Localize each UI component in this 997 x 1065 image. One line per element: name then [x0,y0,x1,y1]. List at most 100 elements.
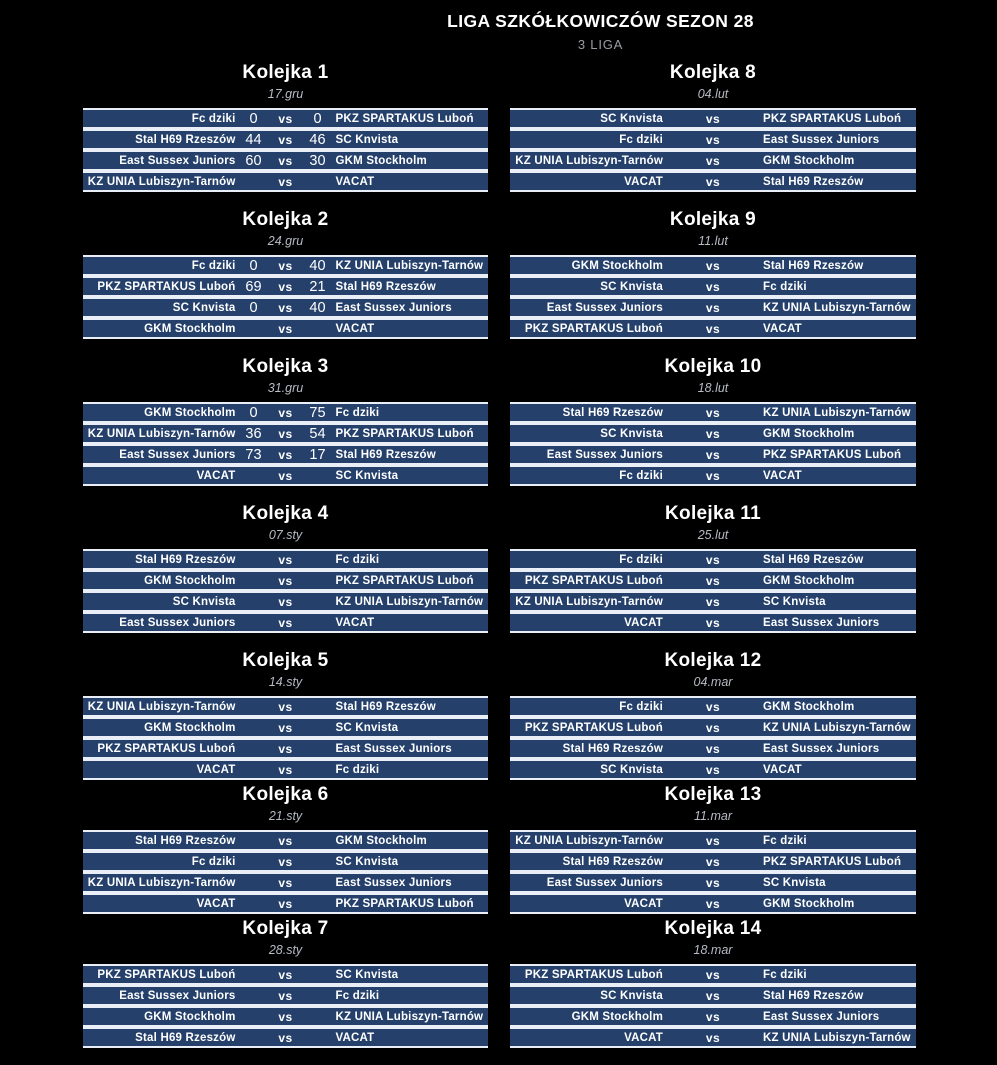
round-date: 28.sty [268,943,303,957]
away-team: GKM Stockholm [763,700,855,713]
vs-label: vs [705,896,721,911]
round-date: 18.lut [697,381,729,395]
vs-label: vs [705,1009,721,1024]
away-team: VACAT [763,763,802,776]
vs-label: vs [278,1030,293,1045]
match-row: GKM Stockholm vs VACAT [83,318,488,339]
vs-label: vs [705,153,721,168]
vs-label: vs [278,573,293,588]
home-team: GKM Stockholm [144,721,236,734]
match-row: Stal H69 Rzeszów vs KŻ UNIA Lubiszyn-Tar… [510,402,916,423]
match-row: Stal H69 Rzeszów vs PKŻ SPARTAKUS Luboń [510,851,916,872]
home-team: PKŻ SPARTAKUS Luboń [97,968,236,981]
away-team: Stal H69 Rzeszów [763,553,864,566]
round-date: 31.gru [267,381,304,395]
vs-label: vs [278,405,293,420]
rounds-column-left: Kolejka 1 17.gru Fc dziki 0 vs 0 PKŻ SPA… [83,62,488,1065]
away-team: Stal H69 Rzeszów [335,700,436,713]
home-team: East Sussex Juniors [546,876,663,889]
away-team: GKM Stockholm [335,154,427,167]
home-team: VACAT [196,897,236,910]
home-team: Stal H69 Rzeszów [562,406,663,419]
match-row: VACAT vs Fc dziki [83,759,488,780]
match-row: KŻ UNIA Lubiszyn-Tarnów vs Fc dziki [510,830,916,851]
home-team: KŻ UNIA Lubiszyn-Tarnów [87,700,236,713]
away-team: Fc dziki [335,406,380,419]
away-team: SC Knvista [763,595,826,608]
away-team: East Sussex Juniors [335,742,452,755]
match-table: Fc dziki vs GKM Stockholm PKŻ SPARTAKUS … [510,696,916,780]
vs-label: vs [278,258,293,273]
vs-label: vs [705,552,721,567]
match-table: GKM Stockholm vs Stal H69 Rzeszów SC Knv… [510,255,916,339]
round-title: Kolejka 3 [242,356,329,377]
match-row: Stal H69 Rzeszów 44 vs 46 SC Knvista [83,129,488,150]
home-score: 0 [249,299,258,316]
away-team: SC Knvista [335,133,399,146]
match-row: KŻ UNIA Lubiszyn-Tarnów 36 vs 54 PKŻ SPA… [83,423,488,444]
home-team: Fc dziki [191,855,236,868]
match-row: KŻ UNIA Lubiszyn-Tarnów vs East Sussex J… [83,872,488,893]
away-team: SC Knvista [335,855,399,868]
away-team: SC Knvista [335,469,399,482]
match-table: KŻ UNIA Lubiszyn-Tarnów vs Stal H69 Rzes… [83,696,488,780]
away-team: East Sussex Juniors [335,301,452,314]
home-team: VACAT [624,616,663,629]
home-team: SC Knvista [600,763,663,776]
vs-label: vs [278,594,293,609]
match-row: SC Knvista vs Fc dziki [510,276,916,297]
vs-label: vs [278,875,293,890]
match-row: East Sussex Juniors vs KŻ UNIA Lubiszyn-… [510,297,916,318]
match-row: Stal H69 Rzeszów vs GKM Stockholm [83,830,488,851]
match-table: Fc dziki 0 vs 0 PKŻ SPARTAKUS Luboń Stal… [83,108,488,192]
match-row: GKM Stockholm vs PKŻ SPARTAKUS Luboń [83,570,488,591]
vs-label: vs [705,1030,721,1045]
vs-label: vs [278,174,293,189]
away-score: 46 [309,131,326,148]
home-team: East Sussex Juniors [119,154,236,167]
vs-label: vs [278,447,293,462]
round-title: Kolejka 11 [665,503,761,524]
round-date: 14.sty [268,675,303,689]
vs-label: vs [278,426,293,441]
away-team: Fc dziki [763,968,807,981]
home-score: 69 [245,278,262,295]
home-team: PKŻ SPARTAKUS Luboń [524,322,663,335]
vs-label: vs [705,594,721,609]
home-team: East Sussex Juniors [546,301,663,314]
vs-label: vs [705,258,721,273]
vs-label: vs [705,573,721,588]
away-team: East Sussex Juniors [763,616,880,629]
rounds-columns: Kolejka 1 17.gru Fc dziki 0 vs 0 PKŻ SPA… [83,62,916,1065]
away-team: VACAT [335,1031,375,1044]
match-row: SC Knvista vs KŻ UNIA Lubiszyn-Tarnów [83,591,488,612]
match-row: Fc dziki vs SC Knvista [83,851,488,872]
match-row: VACAT vs SC Knvista [83,465,488,486]
round-block-10: Kolejka 10 18.lut Stal H69 Rzeszów vs KŻ… [510,356,916,486]
vs-label: vs [705,132,721,147]
match-table: Stal H69 Rzeszów vs KŻ UNIA Lubiszyn-Tar… [510,402,916,486]
away-score: 40 [309,257,326,274]
round-title: Kolejka 10 [664,356,762,377]
round-block-12: Kolejka 12 04.mar Fc dziki vs GKM Stockh… [510,650,916,780]
away-score: 0 [313,110,322,127]
away-team: Stal H69 Rzeszów [335,280,436,293]
away-team: PKŻ SPARTAKUS Luboń [763,855,902,868]
match-row: GKM Stockholm vs East Sussex Juniors [510,1006,916,1027]
home-team: Fc dziki [619,553,663,566]
match-row: GKM Stockholm vs KŻ UNIA Lubiszyn-Tarnów [83,1006,488,1027]
match-table: Stal H69 Rzeszów vs Fc dziki GKM Stockho… [83,549,488,633]
away-team: SC Knvista [763,876,826,889]
round-block-7: Kolejka 7 28.sty PKŻ SPARTAKUS Luboń vs … [83,918,488,1048]
fixtures-page: LIGA SZKÓŁKOWICZÓW SEZON 28 3 LIGA Kolej… [83,11,916,1048]
vs-label: vs [705,279,721,294]
away-team: East Sussex Juniors [763,742,880,755]
home-team: VACAT [624,1031,663,1044]
vs-label: vs [705,833,721,848]
away-team: VACAT [763,469,802,482]
away-team: Fc dziki [335,763,380,776]
vs-label: vs [705,321,721,336]
vs-label: vs [278,1009,293,1024]
match-row: Fc dziki vs GKM Stockholm [510,696,916,717]
match-row: GKM Stockholm vs Stal H69 Rzeszów [510,255,916,276]
